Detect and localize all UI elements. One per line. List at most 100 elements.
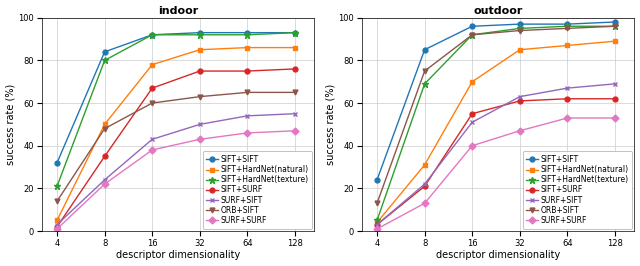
- SIFT+HardNet(texture): [516, 27, 524, 30]
- SURF+SURF: [516, 129, 524, 132]
- SIFT+SURF: [100, 155, 108, 158]
- SIFT+SIFT: [564, 23, 572, 26]
- SIFT+SURF: [564, 97, 572, 100]
- SIFT+HardNet(natural): [244, 46, 252, 49]
- Line: SIFT+SURF: SIFT+SURF: [54, 66, 298, 229]
- SIFT+SIFT: [468, 25, 476, 28]
- X-axis label: descriptor dimensionality: descriptor dimensionality: [436, 251, 560, 260]
- SIFT+SURF: [148, 86, 156, 90]
- ORB+SIFT: [244, 91, 252, 94]
- SIFT+SIFT: [244, 31, 252, 34]
- SIFT+HardNet(natural): [148, 63, 156, 66]
- SIFT+HardNet(natural): [53, 219, 61, 222]
- SURF+SIFT: [244, 114, 252, 117]
- Line: SIFT+SURF: SIFT+SURF: [374, 96, 618, 227]
- SURF+SIFT: [611, 82, 619, 85]
- ORB+SIFT: [196, 95, 204, 98]
- SIFT+SURF: [291, 67, 299, 70]
- ORB+SIFT: [420, 69, 428, 73]
- ORB+SIFT: [148, 101, 156, 105]
- Line: SURF+SURF: SURF+SURF: [54, 128, 298, 231]
- SIFT+HardNet(texture): [373, 219, 381, 222]
- SIFT+HardNet(texture): [53, 185, 61, 188]
- SIFT+SIFT: [420, 48, 428, 51]
- Line: SURF+SURF: SURF+SURF: [374, 115, 618, 231]
- SIFT+HardNet(texture): [148, 33, 156, 36]
- ORB+SIFT: [53, 200, 61, 203]
- SIFT+SURF: [516, 99, 524, 102]
- SIFT+SURF: [373, 223, 381, 226]
- SIFT+HardNet(texture): [291, 31, 299, 34]
- ORB+SIFT: [373, 202, 381, 205]
- SURF+SIFT: [564, 86, 572, 90]
- Title: outdoor: outdoor: [474, 6, 523, 15]
- SIFT+SURF: [611, 97, 619, 100]
- SIFT+HardNet(natural): [420, 163, 428, 167]
- SIFT+SIFT: [53, 161, 61, 164]
- Y-axis label: success rate (%): success rate (%): [6, 84, 15, 165]
- SURF+SURF: [420, 202, 428, 205]
- ORB+SIFT: [100, 127, 108, 130]
- SIFT+SURF: [53, 225, 61, 228]
- ORB+SIFT: [516, 29, 524, 32]
- Line: SURF+SIFT: SURF+SIFT: [54, 111, 298, 227]
- Line: SIFT+HardNet(texture): SIFT+HardNet(texture): [374, 23, 618, 224]
- SURF+SURF: [100, 182, 108, 186]
- SIFT+SIFT: [196, 31, 204, 34]
- ORB+SIFT: [611, 25, 619, 28]
- SIFT+HardNet(natural): [468, 80, 476, 83]
- SURF+SIFT: [196, 123, 204, 126]
- SIFT+HardNet(texture): [420, 82, 428, 85]
- Y-axis label: success rate (%): success rate (%): [326, 84, 335, 165]
- Line: ORB+SIFT: ORB+SIFT: [54, 90, 298, 203]
- Line: SIFT+HardNet(natural): SIFT+HardNet(natural): [54, 45, 298, 223]
- SURF+SIFT: [420, 182, 428, 186]
- Line: SIFT+SIFT: SIFT+SIFT: [374, 20, 618, 182]
- SURF+SURF: [196, 138, 204, 141]
- SIFT+SIFT: [100, 50, 108, 53]
- Title: indoor: indoor: [158, 6, 198, 15]
- SURF+SURF: [468, 144, 476, 147]
- SIFT+HardNet(natural): [516, 48, 524, 51]
- Legend: SIFT+SIFT, SIFT+HardNet(natural), SIFT+HardNet(texture), SIFT+SURF, SURF+SIFT, O: SIFT+SIFT, SIFT+HardNet(natural), SIFT+H…: [523, 151, 632, 229]
- SURF+SIFT: [53, 223, 61, 226]
- Line: SURF+SIFT: SURF+SIFT: [374, 81, 618, 227]
- SIFT+SIFT: [291, 31, 299, 34]
- SIFT+HardNet(natural): [611, 40, 619, 43]
- SIFT+HardNet(texture): [564, 25, 572, 28]
- ORB+SIFT: [564, 27, 572, 30]
- Line: ORB+SIFT: ORB+SIFT: [374, 24, 618, 206]
- SIFT+SIFT: [148, 33, 156, 36]
- SURF+SIFT: [468, 121, 476, 124]
- SIFT+SIFT: [516, 23, 524, 26]
- SIFT+SURF: [244, 69, 252, 73]
- SURF+SURF: [244, 131, 252, 135]
- SIFT+HardNet(texture): [100, 59, 108, 62]
- Legend: SIFT+SIFT, SIFT+HardNet(natural), SIFT+HardNet(texture), SIFT+SURF, SURF+SIFT, O: SIFT+SIFT, SIFT+HardNet(natural), SIFT+H…: [203, 151, 312, 229]
- SIFT+SURF: [196, 69, 204, 73]
- ORB+SIFT: [291, 91, 299, 94]
- SIFT+HardNet(texture): [468, 33, 476, 36]
- Line: SIFT+HardNet(natural): SIFT+HardNet(natural): [374, 39, 618, 225]
- SURF+SURF: [148, 148, 156, 152]
- SIFT+SURF: [420, 185, 428, 188]
- SIFT+HardNet(texture): [611, 25, 619, 28]
- SIFT+HardNet(texture): [196, 33, 204, 36]
- SURF+SIFT: [516, 95, 524, 98]
- SURF+SIFT: [373, 223, 381, 226]
- Line: SIFT+SIFT: SIFT+SIFT: [54, 30, 298, 165]
- ORB+SIFT: [468, 33, 476, 36]
- SURF+SIFT: [291, 112, 299, 115]
- SIFT+HardNet(natural): [564, 44, 572, 47]
- X-axis label: descriptor dimensionality: descriptor dimensionality: [116, 251, 240, 260]
- SURF+SIFT: [100, 178, 108, 181]
- SIFT+SIFT: [611, 20, 619, 24]
- SIFT+SURF: [468, 112, 476, 115]
- SURF+SURF: [53, 227, 61, 231]
- SURF+SURF: [291, 129, 299, 132]
- SURF+SURF: [611, 117, 619, 120]
- SURF+SIFT: [148, 138, 156, 141]
- SIFT+SIFT: [373, 178, 381, 181]
- SIFT+HardNet(natural): [373, 221, 381, 224]
- SIFT+HardNet(natural): [100, 123, 108, 126]
